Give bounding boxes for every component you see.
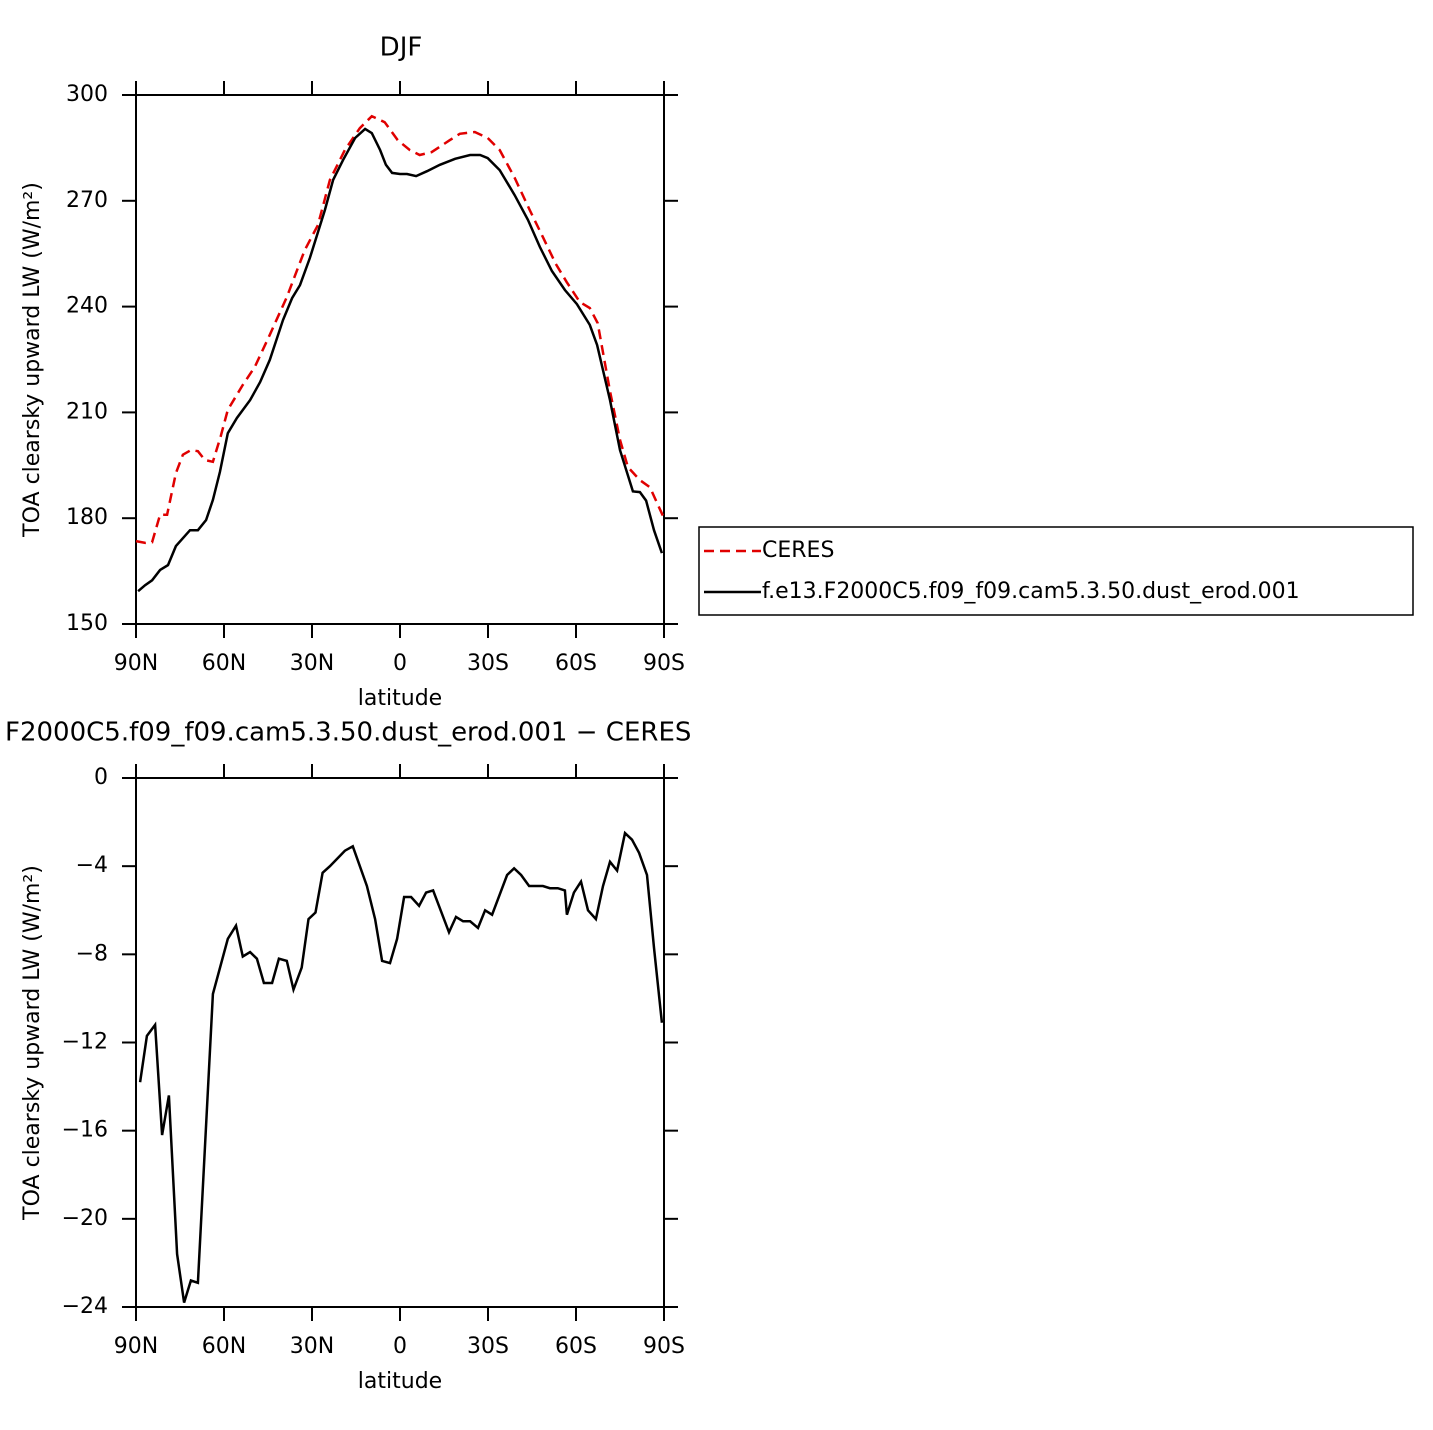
x-tick-label: 60S (555, 1334, 597, 1359)
x-tick-label: 60S (555, 651, 597, 676)
x-axis-label: latitude (358, 1369, 442, 1394)
y-tick-label: −20 (62, 1206, 108, 1231)
y-tick-label: 210 (66, 399, 108, 424)
data-line (138, 830, 664, 1303)
y-axis-label: TOA clearsky upward LW (W/m²) (20, 865, 45, 1221)
y-tick-label: −8 (76, 941, 108, 966)
x-tick-label: 0 (393, 651, 407, 676)
legend-label: f.e13.F2000C5.f09_f09.cam5.3.50.dust_ero… (762, 579, 1300, 604)
y-tick-label: −4 (76, 853, 108, 878)
x-tick-label: 90N (114, 651, 158, 676)
x-axis-label: latitude (358, 686, 442, 711)
x-tick-label: 30N (290, 1334, 334, 1359)
y-tick-label: −16 (62, 1118, 108, 1143)
x-tick-label: 90S (643, 1334, 685, 1359)
y-tick-label: 150 (66, 611, 108, 636)
plot-frame (135, 94, 665, 625)
x-tick-label: 0 (393, 1334, 407, 1359)
y-tick-label: −12 (62, 1030, 108, 1055)
chart-title: F2000C5.f09_f09.cam5.3.50.dust_erod.001 … (5, 718, 691, 748)
data-line (135, 114, 666, 545)
x-tick-label: 90N (114, 1334, 158, 1359)
y-tick-label: 0 (94, 765, 108, 790)
x-tick-label: 90S (643, 651, 685, 676)
data-line (137, 127, 664, 593)
y-tick-label: 270 (66, 188, 108, 213)
x-tick-label: 30N (290, 651, 334, 676)
legend-label: CERES (762, 538, 834, 563)
plot-frame (135, 777, 665, 1308)
x-tick-label: 30S (467, 651, 509, 676)
y-tick-label: 240 (66, 294, 108, 319)
x-tick-label: 30S (467, 1334, 509, 1359)
y-tick-label: 300 (66, 82, 108, 107)
y-tick-label: 180 (66, 505, 108, 530)
y-axis-label: TOA clearsky upward LW (W/m²) (20, 182, 45, 538)
x-tick-label: 60N (202, 651, 246, 676)
legend-box (698, 526, 1414, 616)
y-tick-label: −24 (62, 1294, 108, 1319)
x-tick-label: 60N (202, 1334, 246, 1359)
chart-title: DJF (380, 33, 423, 63)
